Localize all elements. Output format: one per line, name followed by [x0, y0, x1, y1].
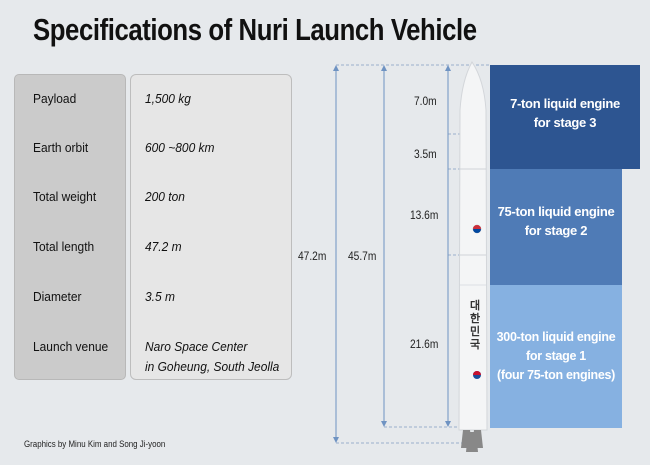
dimension-stage1: 21.6m — [410, 337, 439, 351]
stage1-line1: 300-ton liquid engine — [496, 330, 616, 344]
rocket-korea-lettering: 대한민국 — [469, 300, 481, 351]
spec-value: 200 ton — [145, 189, 185, 204]
dimension-stage3-bottom: 3.5m — [414, 147, 437, 161]
dimension-total-with-engine: 47.2m — [298, 249, 327, 263]
spec-value: 600 ~800 km — [145, 140, 215, 155]
stage1-engine-box: 300-ton liquid engine for stage 1 (four … — [490, 285, 622, 428]
stage1-line2: for stage 1 — [526, 349, 586, 363]
credit-text: Graphics by Minu Kim and Song Ji-yoon — [24, 439, 166, 449]
spec-label: Earth orbit — [33, 140, 89, 155]
spec-value: Naro Space Center — [145, 339, 248, 354]
stage3-line1: 7-ton liquid engine — [510, 96, 620, 111]
stage1-line3: (four 75-ton engines) — [496, 368, 615, 382]
spec-label-panel — [14, 74, 126, 380]
spec-label: Launch venue — [33, 339, 109, 354]
rocket-illustration — [458, 61, 488, 452]
spec-label: Diameter — [33, 289, 82, 304]
stage3-line2: for stage 3 — [533, 115, 597, 130]
spec-label: Total weight — [33, 189, 97, 204]
spec-label: Total length — [33, 239, 95, 254]
spec-value: in Goheung, South Jeolla — [145, 359, 280, 374]
stage2-line2: for stage 2 — [524, 223, 588, 238]
stage2-engine-box: 75-ton liquid engine for stage 2 — [490, 169, 622, 285]
dimension-stage3-top: 7.0m — [414, 94, 437, 108]
page-title: Specifications of Nuri Launch Vehicle — [33, 12, 477, 47]
stage3-engine-box: 7-ton liquid engine for stage 3 — [490, 65, 640, 169]
spec-value-panel — [130, 74, 292, 380]
dimension-total-body: 45.7m — [348, 249, 377, 263]
spec-label: Payload — [33, 91, 77, 106]
dimension-stage2: 13.6m — [410, 208, 439, 222]
spec-value: 1,500 kg — [145, 91, 191, 106]
spec-value: 47.2 m — [145, 239, 182, 254]
stage2-line1: 75-ton liquid engine — [497, 204, 615, 219]
spec-value: 3.5 m — [145, 289, 175, 304]
